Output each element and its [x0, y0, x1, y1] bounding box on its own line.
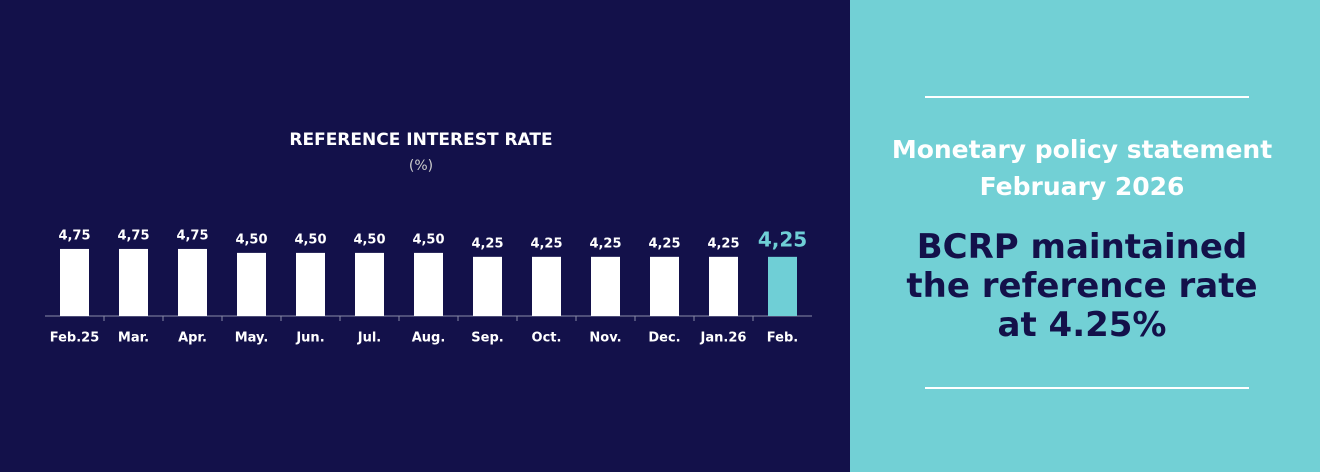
bar: [650, 256, 679, 316]
bar: [237, 252, 266, 316]
value-label: 4,75: [176, 228, 208, 243]
divider: [925, 387, 1249, 389]
x-tick-label: Feb.25: [50, 331, 100, 346]
bar: [473, 256, 502, 316]
bar: [532, 256, 561, 316]
value-label: 4,75: [58, 228, 90, 243]
x-tick-label: Dec.: [648, 331, 680, 346]
value-label: 4,50: [353, 232, 385, 247]
value-label: 4,25: [707, 236, 739, 251]
bar: [591, 256, 620, 316]
bar: [768, 256, 797, 316]
x-tick-label: Apr.: [178, 331, 207, 346]
value-label: 4,25: [589, 236, 621, 251]
bar: [355, 252, 384, 316]
chart: REFERENCE INTEREST RATE (%) Feb.25 4,75 Ma…: [0, 0, 850, 472]
value-label: 4,50: [294, 232, 326, 247]
x-tick-label: Mar.: [118, 331, 149, 346]
divider: [925, 96, 1249, 98]
bar: [60, 248, 89, 316]
chart-subtitle: (%): [409, 158, 433, 174]
chart-title: REFERENCE INTEREST RATE: [289, 130, 552, 150]
bar: [709, 256, 738, 316]
value-label: 4,25: [648, 236, 680, 251]
kicker: February 2026: [979, 172, 1185, 201]
headline: BCRP maintained the reference rate at 4.…: [906, 227, 1258, 345]
bar: [119, 248, 148, 316]
x-tick-label: Jan.26: [700, 331, 747, 346]
value-label: 4,50: [412, 232, 444, 247]
bar: [414, 252, 443, 316]
kicker: Monetary policy statement: [891, 135, 1273, 164]
bar: [296, 252, 325, 316]
x-tick-label: Jul.: [357, 331, 382, 346]
x-tick-label: Nov.: [589, 331, 621, 346]
background: [0, 0, 850, 472]
value-label: 4,25: [758, 227, 807, 251]
x-tick-label: Jun.: [295, 331, 324, 346]
x-tick-label: May.: [235, 331, 269, 346]
x-tick-label: Aug.: [412, 331, 446, 346]
x-tick-label: Oct.: [532, 331, 562, 346]
value-label: 4,25: [471, 236, 503, 251]
statement-panel: Monetary policy statement February 2026 …: [850, 0, 1320, 472]
x-tick-label: Feb.: [767, 331, 798, 346]
value-label: 4,75: [117, 228, 149, 243]
bar: [178, 248, 207, 316]
x-tick-label: Sep.: [471, 331, 503, 346]
value-label: 4,50: [235, 232, 267, 247]
value-label: 4,25: [530, 236, 562, 251]
